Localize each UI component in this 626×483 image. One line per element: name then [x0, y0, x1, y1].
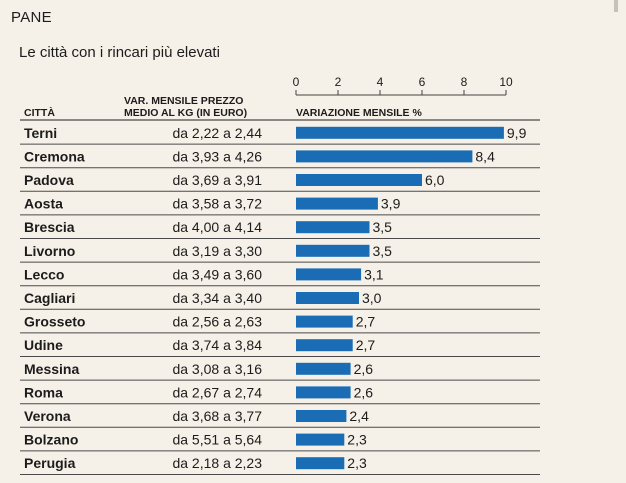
bar	[296, 268, 362, 281]
price-range-label: da 3,49 a 3,60	[172, 266, 262, 282]
header-price-line2: MEDIO AL KG (IN EURO)	[124, 107, 248, 119]
chart-subtitle: Le città con i rincari più elevati	[19, 44, 220, 61]
x-tick-label: 10	[499, 75, 513, 89]
bar-value-label: 2,6	[354, 384, 374, 400]
price-range-label: da 3,34 a 3,40	[172, 290, 262, 306]
price-range-label: da 3,69 a 3,91	[172, 172, 262, 188]
price-range-label: da 5,51 a 5,64	[172, 432, 262, 448]
x-tick-label: 4	[377, 75, 384, 89]
section-title: PANE	[11, 9, 52, 26]
bar-value-label: 2,4	[349, 408, 369, 424]
price-range-label: da 3,58 a 3,72	[172, 196, 262, 212]
price-range-label: da 3,74 a 3,84	[172, 337, 262, 353]
city-label: Cagliari	[24, 290, 75, 306]
bar-value-label: 3,9	[381, 196, 401, 212]
bar-value-label: 3,5	[373, 243, 393, 259]
x-tick-label: 8	[461, 75, 468, 89]
bar	[296, 457, 345, 470]
bar-value-label: 6,0	[425, 172, 445, 188]
bar	[296, 315, 353, 328]
bar	[296, 339, 353, 352]
price-range-label: da 3,93 a 4,26	[172, 148, 262, 164]
city-label: Lecco	[24, 266, 64, 282]
bar	[296, 197, 378, 210]
city-label: Perugia	[24, 455, 76, 471]
city-label: Bolzano	[24, 432, 78, 448]
price-range-label: da 2,56 a 2,63	[172, 314, 262, 330]
city-label: Messina	[24, 361, 79, 377]
price-range-label: da 2,22 a 2,44	[172, 125, 262, 141]
x-tick-label: 6	[419, 75, 426, 89]
price-range-label: da 3,19 a 3,30	[172, 243, 262, 259]
city-label: Grosseto	[24, 314, 85, 330]
city-label: Aosta	[24, 196, 63, 212]
bar-value-label: 2,3	[347, 432, 367, 448]
bar-value-label: 3,1	[364, 266, 384, 282]
bar-value-label: 2,7	[356, 314, 376, 330]
bar	[296, 362, 351, 375]
bar-value-label: 9,9	[507, 125, 527, 141]
bar	[296, 126, 504, 139]
city-label: Padova	[24, 172, 74, 188]
header-price: VAR. MENSILE PREZZO MEDIO AL KG (IN EURO…	[124, 95, 294, 119]
price-range-label: da 4,00 a 4,14	[172, 219, 262, 235]
header-variation: VARIAZIONE MENSILE %	[296, 107, 422, 119]
price-range-label: da 3,08 a 3,16	[172, 361, 262, 377]
header-city: CITTÀ	[24, 107, 55, 119]
bar	[296, 292, 359, 304]
bar	[296, 410, 347, 422]
city-label: Verona	[24, 408, 71, 424]
bar-value-label: 2,6	[354, 361, 374, 377]
bar	[296, 433, 345, 446]
bar-value-label: 3,0	[362, 290, 382, 306]
x-tick-label: 0	[293, 75, 300, 89]
city-label: Livorno	[24, 243, 75, 259]
header-price-line1: VAR. MENSILE PREZZO	[124, 95, 244, 107]
city-label: Cremona	[24, 148, 85, 164]
bar-value-label: 3,5	[373, 219, 393, 235]
x-tick-label: 2	[335, 75, 342, 89]
bar-value-label: 2,3	[347, 455, 367, 471]
bar	[296, 174, 422, 186]
bar	[296, 221, 370, 234]
decorative-rule	[614, 0, 618, 12]
bar	[296, 150, 473, 163]
price-range-label: da 2,67 a 2,74	[172, 384, 262, 400]
city-label: Brescia	[24, 219, 75, 235]
bar-value-label: 2,7	[356, 337, 376, 353]
bar	[296, 386, 351, 399]
city-label: Roma	[24, 384, 63, 400]
price-range-label: da 3,68 a 3,77	[172, 408, 262, 424]
bar	[296, 244, 370, 257]
city-label: Terni	[24, 125, 57, 141]
city-label: Udine	[24, 337, 63, 353]
bar-value-label: 8,4	[475, 148, 495, 164]
price-range-label: da 2,18 a 2,23	[172, 455, 262, 471]
